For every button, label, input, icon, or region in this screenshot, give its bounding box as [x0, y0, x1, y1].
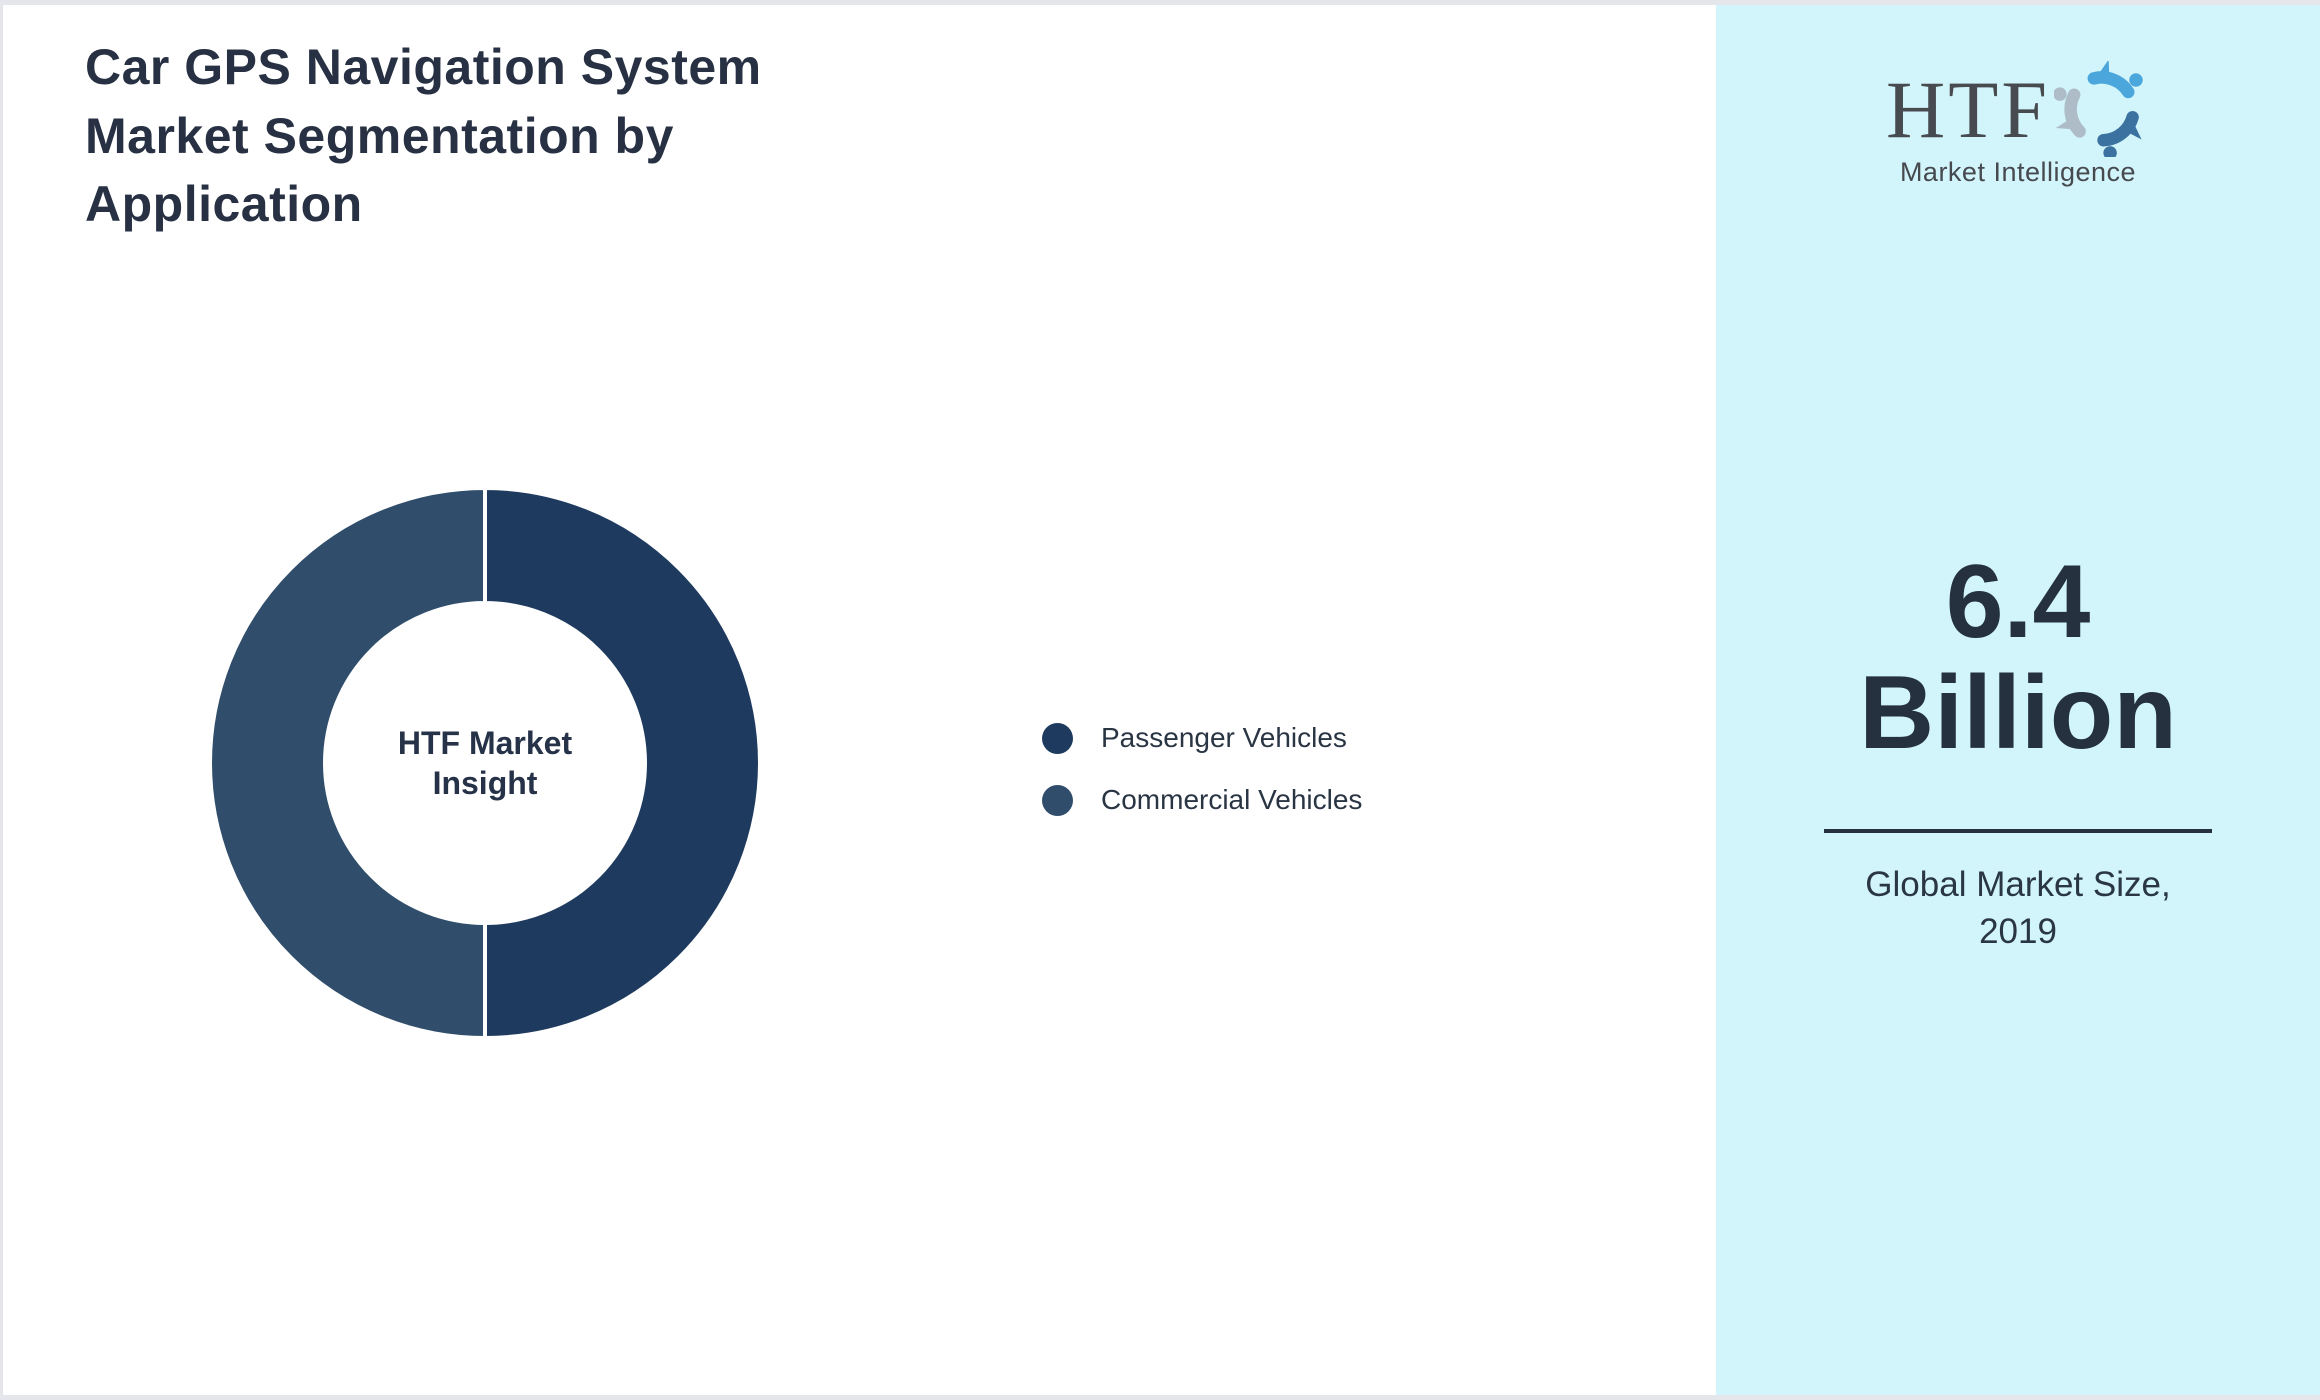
htf-logo-tagline: Market Intelligence	[1899, 157, 2137, 187]
market-size-value-line1: 6.4	[1945, 544, 2091, 660]
chart-legend: Passenger Vehicles Commercial Vehicles	[1042, 722, 1362, 816]
infographic-card: Car GPS Navigation System Market Segment…	[3, 5, 2320, 1395]
donut-segment-commercial-vehicles[interactable]	[208, 485, 487, 1041]
legend-label-commercial: Commercial Vehicles	[1101, 784, 1363, 815]
legend-label-passenger: Passenger Vehicles	[1101, 722, 1347, 753]
legend-swatch-passenger-icon	[1042, 722, 1073, 754]
page-title: Car GPS Navigation System Market Segment…	[85, 33, 985, 239]
legend-swatch-commercial-icon	[1042, 784, 1073, 816]
htf-logo-swirl-icon	[2053, 61, 2143, 157]
market-size-value: 6.4 Billion	[1716, 544, 2320, 772]
htf-logo: HTF	[1716, 61, 2320, 188]
donut-chart-svg	[208, 485, 762, 1041]
market-size-caption: Global Market Size, 2019	[1716, 861, 2320, 956]
donut-chart: HTF Market Insight	[207, 485, 763, 1041]
market-size-caption-line1: Global Market Size,	[1865, 865, 2171, 904]
legend-item-commercial-vehicles[interactable]: Commercial Vehicles	[1042, 784, 1362, 816]
market-size-value-line2: Billion	[1859, 655, 2177, 772]
page-title-line1: Car GPS Navigation System	[85, 39, 762, 95]
htf-logo-row: HTF	[1886, 61, 2150, 157]
stat-divider-line	[1824, 829, 2212, 833]
page-title-line3: Application	[85, 176, 363, 232]
stat-side-panel: HTF	[1716, 5, 2320, 1395]
donut-segment-passenger-vehicles[interactable]	[483, 485, 762, 1041]
page-title-line2: Market Segmentation by	[85, 107, 674, 164]
market-size-caption-line2: 2019	[1979, 912, 2057, 952]
htf-logo-wordmark: HTF	[1886, 64, 2050, 155]
legend-item-passenger-vehicles[interactable]: Passenger Vehicles	[1042, 722, 1362, 754]
